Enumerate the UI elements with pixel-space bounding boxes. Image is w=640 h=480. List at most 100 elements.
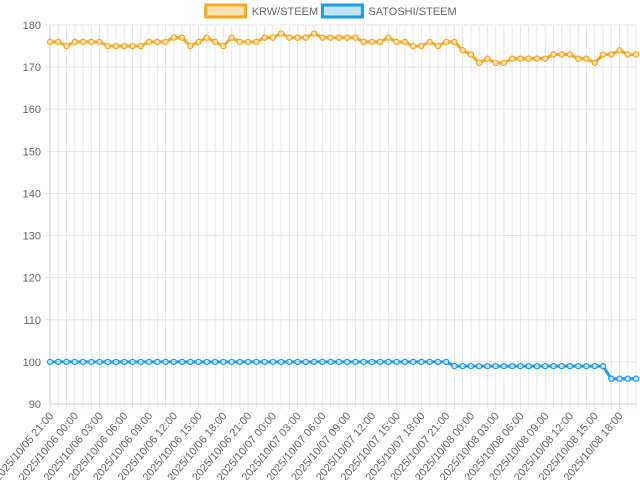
data-point: [475, 362, 483, 370]
data-point: [129, 42, 136, 50]
y-tick-label: 90: [29, 399, 41, 411]
data-point: [492, 59, 499, 67]
legend-item-satoshi-steem[interactable]: SATOSHI/STEEM: [320, 3, 457, 19]
data-point: [286, 358, 293, 366]
data-point: [302, 34, 310, 41]
data-point: [608, 375, 615, 382]
legend-label: SATOSHI/STEEM: [368, 6, 456, 18]
data-point: [558, 362, 565, 370]
data-point: [459, 47, 466, 54]
data-point: [517, 55, 524, 62]
data-point: [63, 358, 70, 366]
data-point: [310, 358, 318, 366]
data-point: [616, 47, 623, 54]
data-point: [277, 358, 285, 366]
series-lines: [46, 30, 640, 382]
data-point: [96, 358, 103, 366]
data-point: [360, 358, 367, 366]
data-point: [451, 38, 458, 46]
y-tick-label: 170: [23, 62, 41, 74]
data-point: [203, 358, 211, 366]
data-point: [409, 358, 417, 366]
data-point: [566, 51, 574, 58]
data-point: [71, 358, 78, 366]
data-point: [575, 55, 582, 62]
data-point: [319, 34, 326, 41]
data-point: [203, 34, 211, 41]
data-point: [418, 358, 425, 366]
data-point: [525, 362, 532, 370]
data-point: [112, 358, 120, 366]
data-point: [550, 51, 557, 58]
data-point: [558, 51, 565, 58]
data-point: [121, 42, 128, 50]
data-point: [343, 358, 351, 366]
data-point: [583, 362, 590, 370]
y-tick-label: 160: [23, 104, 41, 116]
data-point: [467, 362, 475, 370]
data-point: [195, 38, 202, 46]
data-point: [286, 34, 293, 41]
data-point: [228, 34, 235, 41]
data-point: [170, 358, 178, 366]
data-point: [632, 51, 640, 58]
data-point: [112, 42, 120, 50]
data-point: [145, 358, 153, 366]
data-point: [71, 38, 78, 46]
data-point: [500, 59, 508, 67]
data-point: [376, 358, 384, 366]
legend-swatch: [320, 3, 364, 19]
data-point: [575, 362, 582, 370]
y-tick-label: 140: [23, 188, 41, 200]
data-point: [616, 375, 623, 382]
data-point: [352, 358, 359, 366]
data-point: [137, 358, 144, 366]
y-tick-label: 130: [23, 231, 41, 243]
data-point: [385, 358, 392, 366]
data-point: [591, 362, 598, 370]
data-point: [79, 38, 87, 46]
data-point: [484, 55, 491, 62]
data-point: [327, 358, 334, 366]
data-point: [542, 362, 549, 370]
data-point: [211, 358, 219, 366]
data-point: [418, 42, 425, 50]
data-point: [467, 51, 475, 58]
data-point: [154, 358, 161, 366]
data-point: [517, 362, 524, 370]
data-point: [46, 38, 54, 46]
data-point: [376, 38, 384, 46]
data-point: [599, 362, 607, 370]
data-point: [104, 358, 111, 366]
data-point: [244, 358, 252, 366]
data-point: [302, 358, 310, 366]
data-point: [121, 358, 128, 366]
y-tick-label: 110: [23, 315, 41, 327]
data-point: [310, 30, 318, 37]
data-point: [426, 358, 433, 366]
data-point: [269, 358, 277, 366]
series-line-satoshi-steem: [48, 360, 638, 381]
data-point: [261, 358, 268, 366]
data-point: [277, 30, 285, 37]
data-point: [220, 358, 227, 366]
data-point: [129, 358, 136, 366]
data-point: [294, 34, 301, 41]
data-point: [244, 38, 252, 46]
data-point: [566, 362, 574, 370]
legend-item-krw-steem[interactable]: KRW/STEEM: [204, 3, 318, 19]
legend[interactable]: KRW/STEEM SATOSHI/STEEM: [204, 3, 457, 19]
data-point: [533, 362, 541, 370]
y-tick-label: 180: [23, 20, 41, 32]
data-point: [253, 358, 260, 366]
data-point: [401, 358, 409, 366]
data-point: [368, 358, 376, 366]
data-point: [508, 55, 516, 62]
data-point: [409, 42, 417, 50]
axes: 901001101201301401501601701802025/10/05 …: [0, 20, 636, 480]
data-point: [220, 42, 227, 50]
data-point: [492, 362, 499, 370]
data-point: [500, 362, 508, 370]
data-point: [170, 34, 178, 41]
